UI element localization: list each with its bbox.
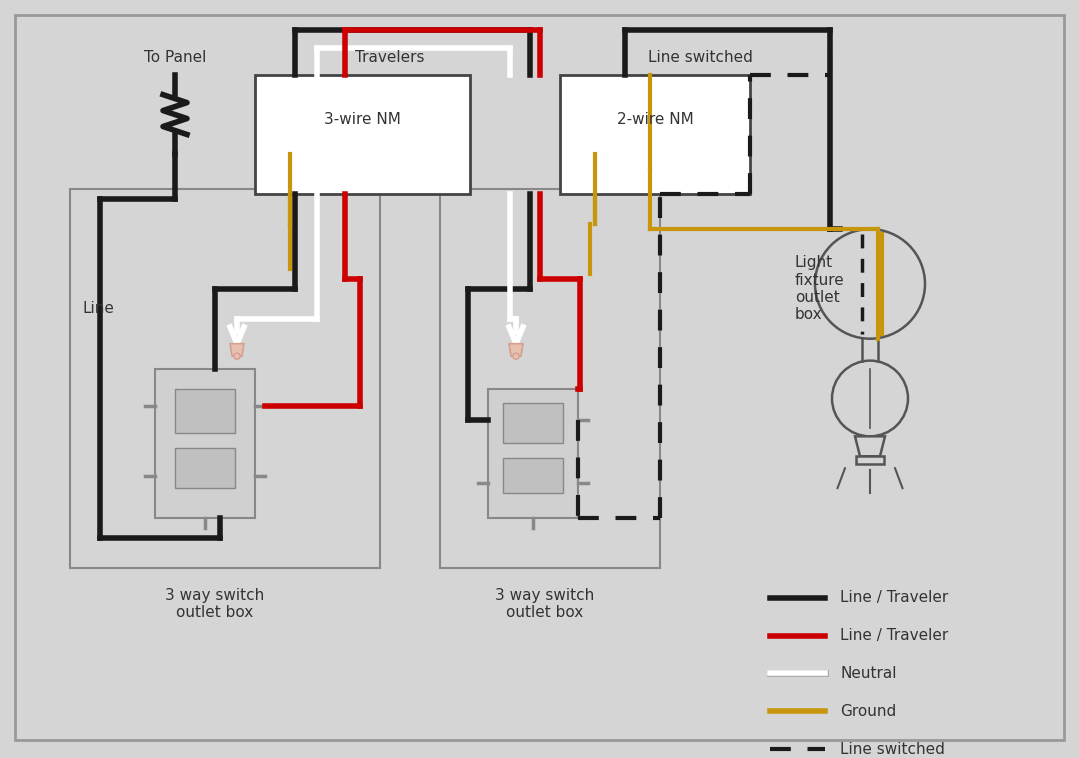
Text: 2-wire NM: 2-wire NM bbox=[616, 112, 694, 127]
Polygon shape bbox=[855, 437, 885, 456]
Bar bbox=[70, 190, 380, 568]
Polygon shape bbox=[509, 343, 523, 356]
Circle shape bbox=[234, 353, 241, 359]
Text: Line: Line bbox=[82, 302, 114, 316]
Bar bbox=[255, 75, 470, 194]
Bar bbox=[175, 389, 235, 434]
Bar bbox=[155, 368, 255, 518]
Text: Ground: Ground bbox=[839, 703, 897, 719]
Text: 3-wire NM: 3-wire NM bbox=[324, 112, 400, 127]
Circle shape bbox=[832, 361, 909, 437]
Bar bbox=[503, 459, 563, 493]
Circle shape bbox=[513, 353, 519, 359]
Text: Line / Traveler: Line / Traveler bbox=[839, 590, 948, 605]
Bar bbox=[175, 448, 235, 488]
Text: To Panel: To Panel bbox=[144, 50, 206, 64]
Polygon shape bbox=[230, 343, 244, 356]
Bar bbox=[488, 389, 578, 518]
Text: Line switched: Line switched bbox=[839, 741, 945, 756]
Bar bbox=[560, 75, 750, 194]
Bar bbox=[856, 456, 884, 464]
Text: 3 way switch
outlet box: 3 way switch outlet box bbox=[165, 587, 264, 620]
Circle shape bbox=[815, 229, 925, 339]
Text: Line switched: Line switched bbox=[647, 50, 752, 64]
Text: Neutral: Neutral bbox=[839, 666, 897, 681]
Text: Light
fixture
outlet
box: Light fixture outlet box bbox=[795, 255, 845, 322]
Bar bbox=[440, 190, 660, 568]
Text: 3 way switch
outlet box: 3 way switch outlet box bbox=[495, 587, 595, 620]
Bar bbox=[503, 403, 563, 443]
Text: Travelers: Travelers bbox=[355, 50, 425, 64]
Text: Line / Traveler: Line / Traveler bbox=[839, 628, 948, 643]
